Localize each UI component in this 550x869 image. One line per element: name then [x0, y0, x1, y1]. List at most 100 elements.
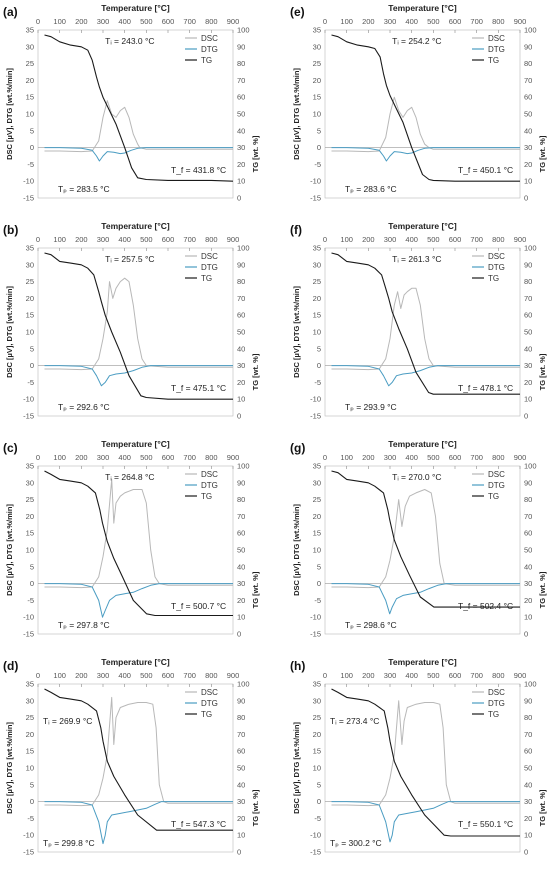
- annotation-tp: Tₚ = 300.2 °C: [330, 838, 382, 848]
- x-tick-label: 800: [492, 671, 505, 680]
- x-tick-label: 900: [514, 671, 527, 680]
- y2-tick-label: 100: [524, 244, 537, 253]
- y-tick-label: 15: [26, 529, 34, 538]
- x-tick-label: 600: [162, 453, 175, 462]
- x-axis-title: Temperature [°C]: [388, 439, 457, 449]
- x-tick-label: 100: [340, 671, 353, 680]
- y2-tick-label: 30: [524, 143, 532, 152]
- y2-tick-label: 80: [524, 277, 532, 286]
- x-tick-label: 400: [118, 235, 131, 244]
- x-tick-label: 200: [362, 235, 375, 244]
- y-tick-label: 10: [313, 546, 321, 555]
- series-dsc-line: [331, 489, 520, 589]
- x-tick-label: 700: [183, 17, 196, 26]
- x-tick-label: 500: [427, 235, 440, 244]
- y2-tick-label: 70: [524, 512, 532, 521]
- y2-tick-label: 80: [524, 495, 532, 504]
- x-tick-label: 600: [449, 17, 462, 26]
- x-tick-label: 100: [340, 17, 353, 26]
- legend-entry: TG: [488, 274, 499, 283]
- legend-entry: TG: [201, 492, 212, 501]
- x-tick-label: 200: [75, 235, 88, 244]
- x-tick-label: 100: [53, 235, 66, 244]
- y2-tick-label: 30: [524, 797, 532, 806]
- y-tick-label: 30: [313, 260, 321, 269]
- x-tick-label: 500: [140, 671, 153, 680]
- y2-tick-label: 20: [524, 814, 532, 823]
- y-tick-label: -5: [27, 596, 34, 605]
- legend-entry: DTG: [488, 481, 505, 490]
- legend-entry: DSC: [201, 688, 218, 697]
- y2-tick-label: 90: [524, 260, 532, 269]
- y2-tick-label: 20: [237, 378, 245, 387]
- legend-entry: DSC: [201, 34, 218, 43]
- y-tick-label: 15: [313, 311, 321, 320]
- x-tick-label: 600: [449, 453, 462, 462]
- annotation-tf: T_f = 547.3 °C: [171, 819, 226, 829]
- y2-tick-label: 60: [524, 529, 532, 538]
- y2-tick-label: 50: [524, 110, 532, 119]
- y2-tick-label: 0: [524, 848, 528, 857]
- panel-g: (g) Temperature [°C]0 100 200 300 400 500 600 70…: [290, 439, 547, 639]
- y2-tick-label: 0: [524, 412, 528, 421]
- y2-tick-label: 50: [237, 764, 245, 773]
- x-tick-label: 800: [205, 17, 218, 26]
- y-tick-label: -15: [23, 194, 34, 203]
- y-tick-label: -15: [23, 630, 34, 639]
- y-tick-label: 5: [30, 780, 34, 789]
- y2-tick-label: 50: [524, 546, 532, 555]
- y-tick-label: 35: [26, 680, 34, 689]
- y-tick-label: -10: [310, 831, 321, 840]
- x-tick-label: 100: [340, 453, 353, 462]
- legend-entry: DSC: [488, 470, 505, 479]
- series-tg-line: [44, 252, 233, 400]
- panel-label: (a): [3, 5, 18, 19]
- x-tick-label: 900: [227, 671, 240, 680]
- annotation-tp: Tₚ = 297.8 °C: [58, 620, 110, 630]
- x-tick-label: 800: [492, 453, 505, 462]
- y-tick-label: 35: [313, 680, 321, 689]
- x-tick-label: 800: [492, 235, 505, 244]
- series-dsc-line: [44, 100, 233, 153]
- y-tick-label: 35: [26, 244, 34, 253]
- x-tick-label: 900: [227, 235, 240, 244]
- y2-tick-label: 90: [237, 260, 245, 269]
- y-tick-label: -15: [310, 194, 321, 203]
- x-tick-label: 0: [36, 235, 40, 244]
- y-tick-label: -10: [23, 831, 34, 840]
- y-tick-label: 10: [313, 110, 321, 119]
- series-dsc-line: [331, 96, 520, 153]
- annotation-ti: Tᵢ = 261.3 °C: [392, 254, 441, 264]
- annotation-tf: T_f = 550.1 °C: [458, 819, 513, 829]
- x-tick-label: 0: [323, 235, 327, 244]
- plot-frame: [37, 683, 234, 853]
- x-tick-label: 300: [384, 235, 397, 244]
- x-tick-label: 400: [118, 671, 131, 680]
- y2-tick-label: 80: [524, 713, 532, 722]
- x-tick-label: 600: [449, 235, 462, 244]
- annotation-tp: Tₚ = 293.9 °C: [345, 402, 397, 412]
- annotation-tf: T_f = 502.4 °C: [458, 601, 513, 611]
- x-tick-label: 500: [427, 17, 440, 26]
- annotation-ti: Tᵢ = 243.0 °C: [105, 36, 154, 46]
- x-tick-label: 400: [118, 453, 131, 462]
- y2-axis-title: TG [wt. %]: [251, 789, 260, 826]
- panel-label: (c): [3, 441, 18, 455]
- panel-c: (c) Temperature [°C]0 100 200 300 400 500 600 70…: [3, 439, 260, 639]
- x-axis-title: Temperature [°C]: [388, 657, 457, 667]
- annotation-tf: T_f = 500.7 °C: [171, 601, 226, 611]
- x-axis-title: Temperature [°C]: [101, 3, 170, 13]
- y-axis-title: DSC [µV], DTG [wt.%/min]: [5, 68, 14, 160]
- x-tick-label: 400: [405, 17, 418, 26]
- y-tick-label: -15: [23, 412, 34, 421]
- x-tick-label: 300: [97, 671, 110, 680]
- x-tick-label: 400: [405, 453, 418, 462]
- x-tick-label: 0: [323, 671, 327, 680]
- y-tick-label: 15: [313, 93, 321, 102]
- legend-entry: TG: [488, 710, 499, 719]
- y2-tick-label: 0: [524, 194, 528, 203]
- y-axis-title: DSC [µV], DTG [wt.%/min]: [292, 68, 301, 160]
- y-tick-label: -10: [310, 613, 321, 622]
- y-tick-label: 35: [26, 26, 34, 35]
- x-tick-label: 400: [405, 235, 418, 244]
